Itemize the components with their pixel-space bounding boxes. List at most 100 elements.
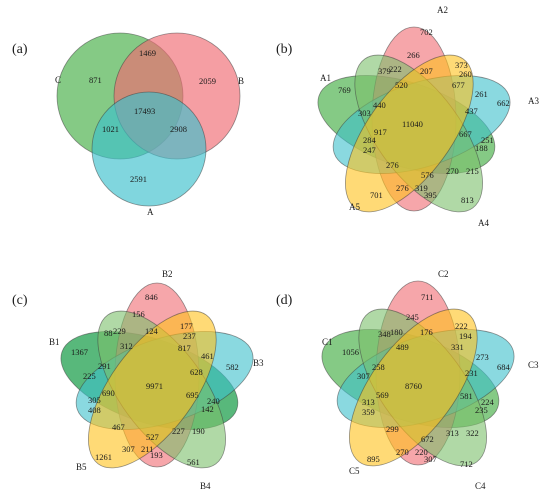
count-c-270: 270 bbox=[396, 447, 409, 457]
count-b-190: 190 bbox=[192, 426, 205, 436]
count-a-251: 251 bbox=[481, 135, 494, 145]
count-c-176: 176 bbox=[420, 327, 433, 337]
count-a-260: 260 bbox=[459, 69, 472, 79]
count-b-225: 225 bbox=[83, 371, 96, 381]
count-a-center: 11040 bbox=[402, 119, 423, 129]
count-b-817: 817 bbox=[178, 343, 191, 353]
count-c-258: 258 bbox=[372, 362, 385, 372]
count-only-c2: 711 bbox=[421, 292, 433, 302]
panel-label-d: (d) bbox=[276, 293, 293, 308]
count-c-194: 194 bbox=[459, 331, 473, 341]
set-label-a1: A1 bbox=[320, 73, 331, 83]
count-b-124: 124 bbox=[145, 326, 159, 336]
count-c-331: 331 bbox=[451, 342, 464, 352]
count-b-177: 177 bbox=[180, 321, 193, 331]
count-a-303: 303 bbox=[358, 108, 371, 118]
count-only-b5: 1261 bbox=[95, 452, 112, 462]
count-a-373: 373 bbox=[455, 60, 468, 70]
count-only-c4: 712 bbox=[460, 459, 473, 469]
panel-label-b: (b) bbox=[276, 42, 293, 57]
count-only-a1: 769 bbox=[338, 85, 351, 95]
count-a-395: 395 bbox=[424, 190, 437, 200]
count-b-690: 690 bbox=[102, 388, 115, 398]
count-a-520: 520 bbox=[395, 80, 408, 90]
count-b-408: 408 bbox=[88, 405, 101, 415]
set-label-b3: B3 bbox=[253, 358, 264, 368]
count-a-576: 576 bbox=[421, 170, 434, 180]
count-c-231: 231 bbox=[465, 368, 478, 378]
set-label-c5: C5 bbox=[349, 466, 360, 476]
count-only-a: 2591 bbox=[130, 174, 147, 184]
set-label-a: A bbox=[147, 207, 154, 217]
set-label-a2: A2 bbox=[437, 5, 448, 15]
set-label-b5: B5 bbox=[76, 462, 87, 472]
count-b-142: 142 bbox=[201, 404, 214, 414]
count-c-273: 273 bbox=[476, 352, 489, 362]
count-b-527: 527 bbox=[146, 432, 159, 442]
count-b-467: 467 bbox=[112, 422, 125, 432]
count-only-c1: 1056 bbox=[342, 347, 359, 357]
count-c-299: 299 bbox=[386, 424, 399, 434]
count-b-240: 240 bbox=[207, 396, 220, 406]
count-c-348: 348 bbox=[378, 329, 391, 339]
count-a-276a: 276 bbox=[386, 160, 399, 170]
set-ellipse-b5 bbox=[88, 310, 217, 469]
count-c-307b: 307 bbox=[424, 454, 437, 464]
count-a-319: 319 bbox=[415, 183, 428, 193]
count-c-489: 489 bbox=[396, 342, 409, 352]
count-c-220: 220 bbox=[415, 447, 428, 457]
set-circle-a bbox=[91, 91, 207, 207]
count-only-b2: 846 bbox=[145, 292, 158, 302]
count-b-461: 461 bbox=[201, 351, 214, 361]
count-c-224: 224 bbox=[481, 397, 495, 407]
count-b-88: 88 bbox=[104, 328, 113, 338]
count-only-c3: 684 bbox=[497, 362, 511, 372]
set-label-b1: B1 bbox=[49, 337, 60, 347]
panel-d: (d) C1 C2 C3 C4 C5 1056 711 684 712 895 … bbox=[276, 269, 539, 491]
set-label-a3: A3 bbox=[528, 96, 539, 106]
count-b-a: 2908 bbox=[170, 124, 187, 134]
count-a-261: 261 bbox=[475, 89, 488, 99]
set-label-b4: B4 bbox=[200, 481, 211, 491]
count-only-b1: 1367 bbox=[71, 347, 88, 357]
count-only-a5: 701 bbox=[370, 190, 383, 200]
count-c-center: 8760 bbox=[405, 381, 422, 391]
panel-a: (a) C B A 871 2059 2591 1469 1021 2908 1… bbox=[12, 32, 244, 217]
count-a-917: 917 bbox=[374, 127, 387, 137]
count-c-569: 569 bbox=[376, 390, 389, 400]
count-b-695: 695 bbox=[186, 390, 199, 400]
panel-b: (b) A1 A2 A3 A4 A5 769 702 662 813 701 2… bbox=[276, 5, 539, 228]
count-b-307: 307 bbox=[122, 444, 135, 454]
count-a-437: 437 bbox=[465, 106, 478, 116]
count-a-270: 270 bbox=[446, 166, 459, 176]
count-b-312: 312 bbox=[120, 341, 133, 351]
count-c-222: 222 bbox=[455, 321, 468, 331]
set-label-c1: C1 bbox=[322, 337, 333, 347]
count-b-193: 193 bbox=[150, 450, 163, 460]
count-c-a: 1021 bbox=[102, 124, 119, 134]
count-c-359: 359 bbox=[362, 407, 375, 417]
set-label-a4: A4 bbox=[478, 218, 489, 228]
count-b-156: 156 bbox=[132, 309, 145, 319]
count-b-center: 9971 bbox=[146, 381, 163, 391]
count-c-672: 672 bbox=[421, 434, 434, 444]
set-label-c: C bbox=[55, 75, 61, 85]
count-c-235: 235 bbox=[475, 405, 488, 415]
set-label-c3: C3 bbox=[528, 360, 539, 370]
count-a-222: 222 bbox=[389, 64, 402, 74]
set-label-c4: C4 bbox=[475, 481, 486, 491]
count-only-b3: 582 bbox=[226, 362, 239, 372]
count-a-188: 188 bbox=[475, 143, 488, 153]
set-label-a5: A5 bbox=[349, 202, 360, 212]
count-a-215: 215 bbox=[466, 166, 479, 176]
count-b-211: 211 bbox=[141, 444, 153, 454]
count-c-180: 180 bbox=[390, 327, 403, 337]
count-a-677: 677 bbox=[452, 80, 465, 90]
count-c-322: 322 bbox=[466, 428, 479, 438]
count-only-c5: 895 bbox=[367, 454, 380, 464]
count-c-313b: 313 bbox=[446, 428, 459, 438]
panel-label-a: (a) bbox=[12, 42, 28, 57]
set-label-b: B bbox=[238, 76, 244, 86]
count-a-440: 440 bbox=[373, 100, 386, 110]
